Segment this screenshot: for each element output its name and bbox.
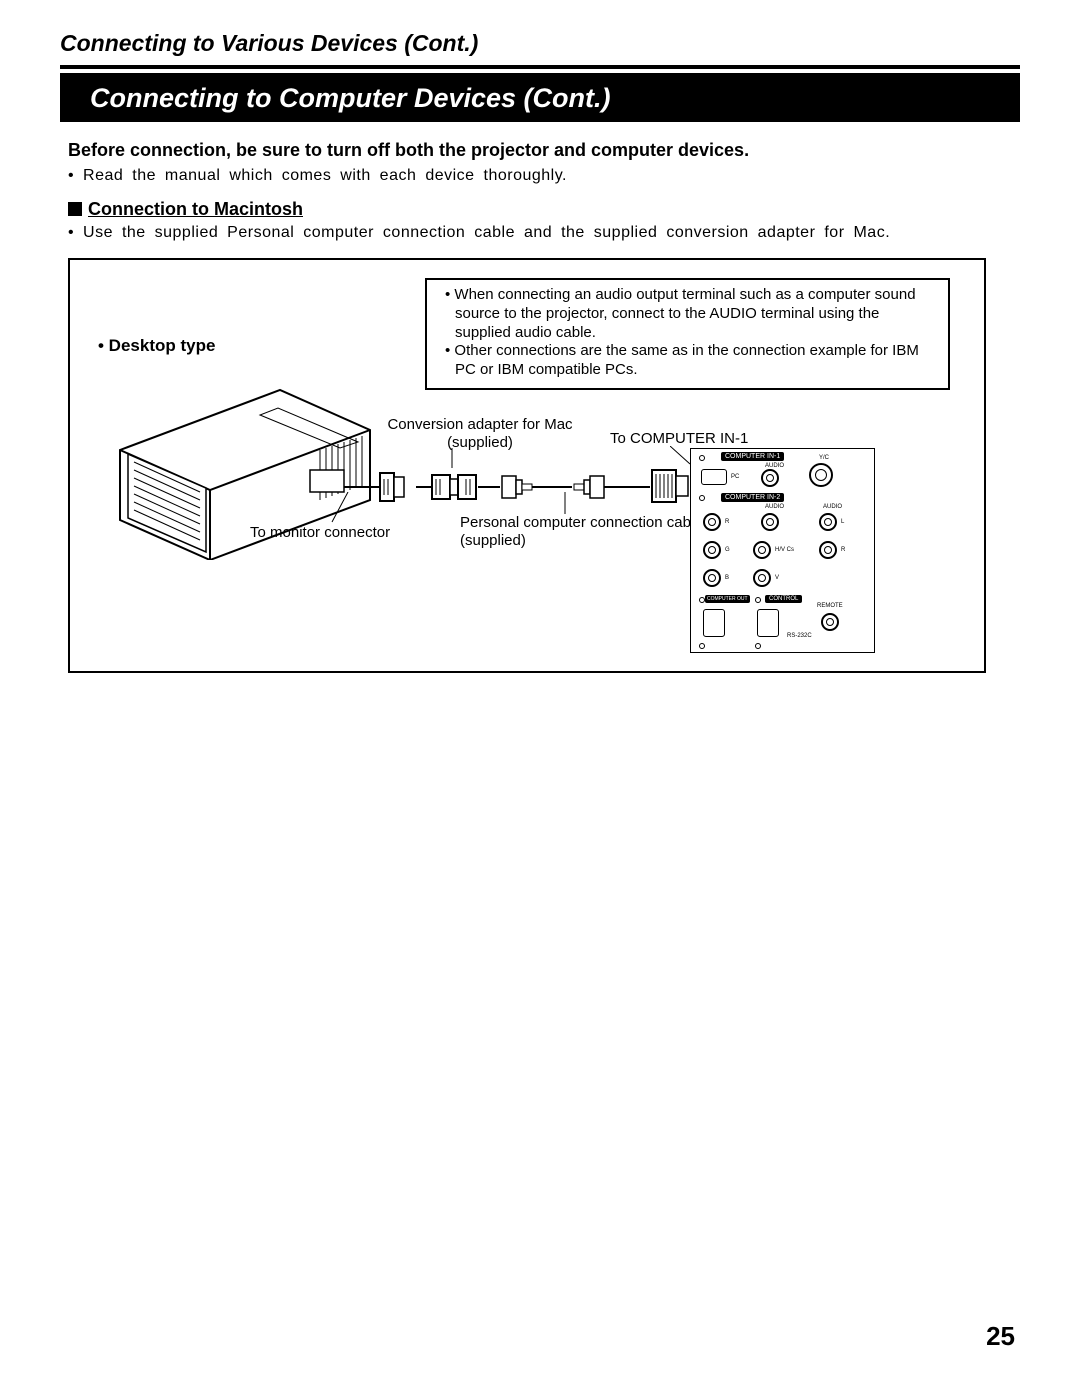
- subsection-heading: Connection to Macintosh: [60, 199, 1020, 220]
- bnc-port-icon: [703, 569, 721, 587]
- bnc-port-icon: [703, 541, 721, 559]
- panel-label-r: R: [725, 519, 729, 525]
- cable-label-sub: (supplied): [460, 532, 526, 549]
- panel-label-yc: Y/C: [819, 455, 829, 461]
- panel-label-control: CONTROL: [765, 595, 802, 603]
- rca-port-icon: [819, 513, 837, 531]
- square-bullet-icon: [68, 202, 82, 216]
- projector-rear-panel: COMPUTER IN-1 Y/C AUDIO PC COMPUTER IN-2…: [690, 448, 875, 653]
- cable-plug-icon: [572, 472, 606, 507]
- screw-icon: [699, 643, 705, 649]
- connection-diagram: • Desktop type • When connecting an audi…: [68, 258, 986, 673]
- panel-label-l: L: [841, 519, 844, 525]
- note-line-2: • Other connections are the same as in t…: [437, 342, 938, 380]
- screw-icon: [755, 643, 761, 649]
- panel-label-v: V: [775, 575, 779, 581]
- bnc-port-icon: [753, 541, 771, 559]
- dsub-plug-icon: [650, 464, 694, 513]
- din-port-icon: [809, 463, 833, 487]
- cable-segment: [416, 486, 432, 488]
- panel-label-rs232c: RS-232C: [787, 633, 812, 639]
- callout-line-icon: [442, 448, 462, 472]
- cable-segment: [604, 486, 650, 488]
- panel-label-computer-in-1: COMPUTER IN-1: [721, 452, 784, 461]
- adapter-label: Conversion adapter for Mac (supplied): [370, 416, 590, 452]
- bnc-port-icon: [753, 569, 771, 587]
- bnc-port-icon: [703, 513, 721, 531]
- panel-label-pc: PC: [731, 474, 739, 480]
- diagram-note-box: • When connecting an audio output termin…: [425, 278, 950, 390]
- cable-label-text: Personal computer connection cable: [460, 514, 703, 531]
- cable-segment: [478, 486, 500, 488]
- dsub-port-icon: [701, 469, 727, 485]
- adapter-block-icon: [430, 467, 480, 512]
- panel-label-audio: AUDIO: [765, 504, 784, 510]
- section-banner: Connecting to Computer Devices (Cont.): [60, 75, 1020, 122]
- panel-label-audio: AUDIO: [823, 504, 842, 510]
- note-line-1: • When connecting an audio output termin…: [437, 286, 938, 342]
- subsection-title: Connection to Macintosh: [88, 199, 303, 219]
- jack-port-icon: [761, 469, 779, 487]
- adapter-label-text: Conversion adapter for Mac: [387, 416, 572, 433]
- cable-plug-icon: [500, 472, 534, 507]
- db-connector-icon: [378, 467, 418, 512]
- screw-icon: [699, 495, 705, 501]
- page-number: 25: [986, 1321, 1015, 1352]
- callout-line-icon: [330, 492, 360, 526]
- cable-segment: [532, 486, 572, 488]
- jack-port-icon: [761, 513, 779, 531]
- dsub-port-icon: [757, 609, 779, 637]
- to-computer-in-label: To COMPUTER IN-1: [610, 430, 790, 448]
- subsection-bullet: • Use the supplied Personal computer con…: [60, 224, 1020, 242]
- rca-port-icon: [819, 541, 837, 559]
- screw-icon: [699, 455, 705, 461]
- screw-icon: [755, 597, 761, 603]
- desktop-type-label: • Desktop type: [98, 336, 215, 356]
- intro-bullet: • Read the manual which comes with each …: [60, 167, 1020, 185]
- panel-label-r2: R: [841, 547, 845, 553]
- header-rule: [60, 65, 1020, 75]
- to-monitor-label: To monitor connector: [250, 524, 430, 542]
- panel-label-hvcs: H/V Cs: [775, 547, 794, 553]
- dsub-port-icon: [703, 609, 725, 637]
- panel-label-remote: REMOTE: [817, 603, 843, 609]
- page-breadcrumb: Connecting to Various Devices (Cont.): [60, 30, 1020, 57]
- warning-text: Before connection, be sure to turn off b…: [60, 140, 1020, 161]
- panel-label-b: B: [725, 575, 729, 581]
- panel-label-computer-in-2: COMPUTER IN-2: [721, 493, 784, 502]
- jack-port-icon: [821, 613, 839, 631]
- panel-label-g: G: [725, 547, 730, 553]
- panel-label-computer-out: COMPUTER OUT: [705, 595, 750, 603]
- cable-segment: [344, 486, 380, 488]
- callout-line-icon: [560, 492, 570, 516]
